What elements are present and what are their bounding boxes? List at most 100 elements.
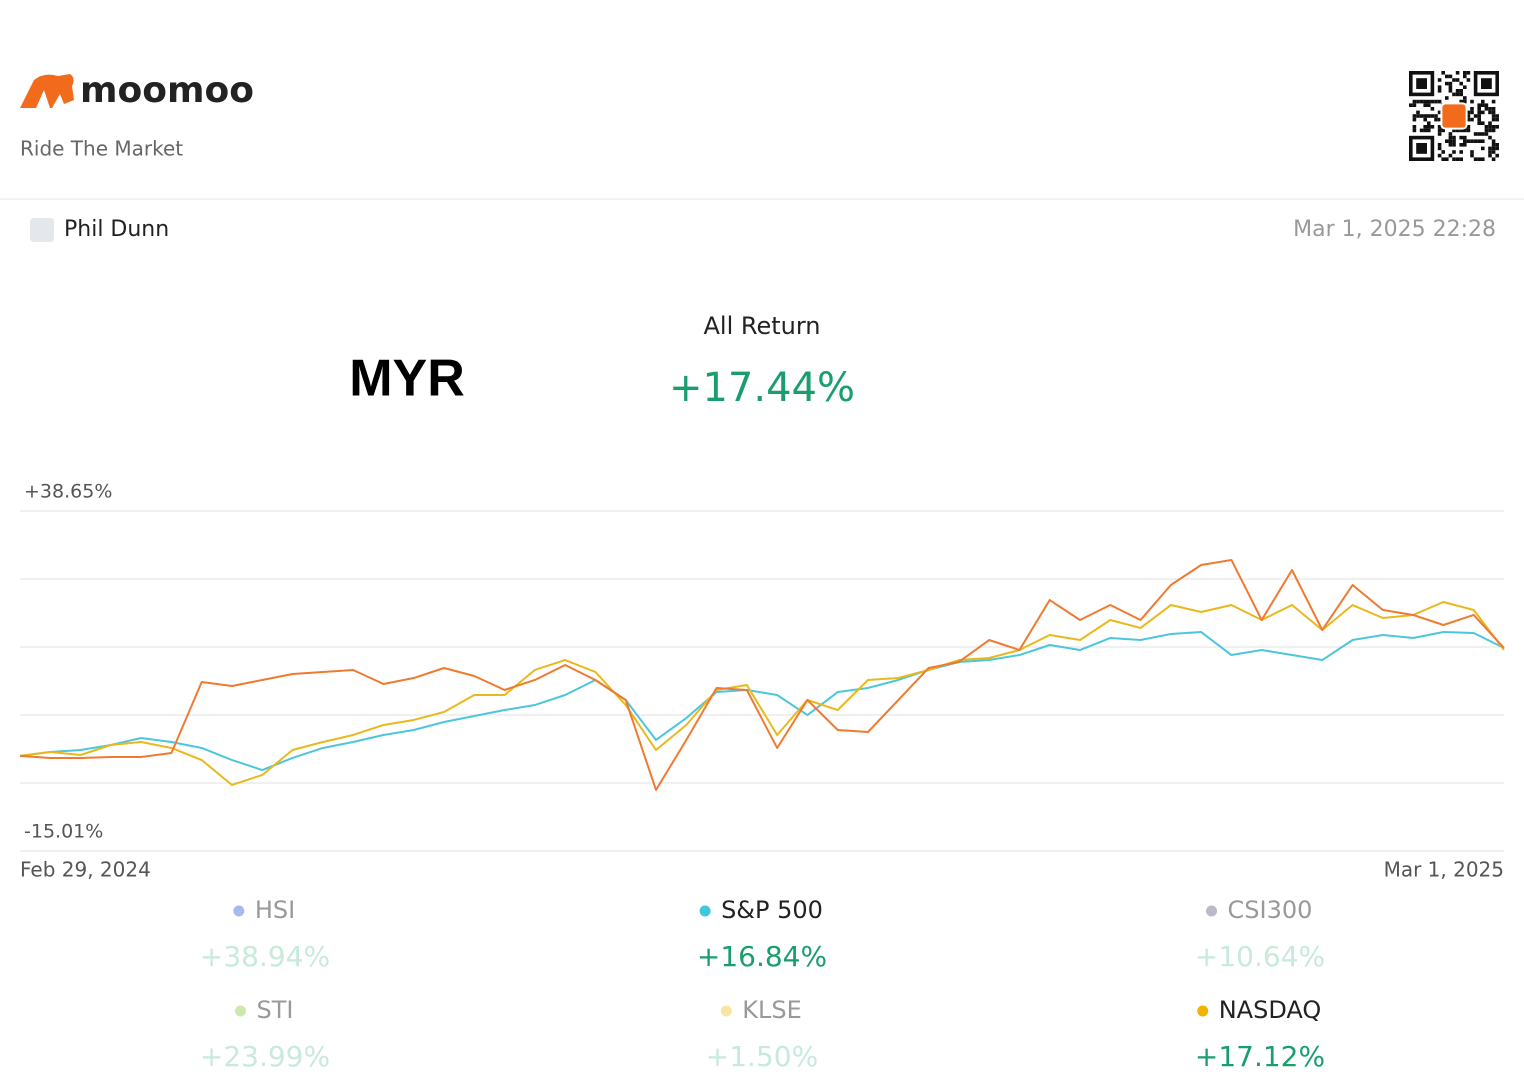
qr-cell: [1455, 92, 1460, 97]
qr-cell: [1488, 107, 1492, 111]
qr-logo: [1440, 102, 1468, 130]
qr-cell: [1445, 81, 1449, 86]
legend-dot: [1206, 905, 1218, 917]
qr-cell: [1448, 132, 1453, 136]
qr-cell: [1441, 71, 1445, 75]
qr-cell: [1491, 125, 1496, 129]
qr-cell: [1491, 107, 1496, 111]
logo-icon: [20, 74, 74, 108]
qr-cell: [1466, 110, 1471, 115]
qr-cell: [1491, 139, 1496, 143]
legend-dot: [720, 1005, 732, 1017]
qr-cell: [1491, 157, 1496, 161]
return-label: All Return: [703, 312, 820, 340]
qr-cell: [1437, 125, 1442, 129]
qr-cell: [1412, 103, 1417, 107]
qr-cell: [1427, 125, 1431, 129]
legend-return: +38.94%: [200, 940, 330, 973]
qr-cell: [1488, 125, 1492, 129]
qr-cell: [1412, 117, 1417, 122]
qr-cell: [1495, 146, 1499, 151]
qr-cell: [1427, 128, 1431, 133]
qr-cell: [1477, 117, 1481, 122]
y-tick-label: +38.65%: [24, 481, 112, 503]
qr-cell: [1463, 143, 1467, 147]
qr-cell: [1437, 85, 1442, 89]
qr-cell: [1470, 110, 1474, 115]
qr-cell: [1470, 99, 1474, 104]
qr-cell: [1445, 139, 1449, 143]
qr-cell: [1491, 143, 1496, 147]
qr-cell: [1488, 150, 1492, 154]
qr-cell: [1481, 139, 1485, 143]
qr-cell: [1466, 114, 1471, 118]
legend-dot: [233, 905, 245, 917]
currency: MYR: [349, 350, 465, 408]
legend-return: +23.99%: [200, 1040, 330, 1073]
qr-cell: [1437, 117, 1442, 122]
legend-return: +1.50%: [706, 1040, 818, 1073]
qr-cell: [1452, 128, 1456, 133]
timestamp: Mar 1, 2025 22:28: [1293, 217, 1496, 242]
qr-cell: [1470, 117, 1474, 122]
qr-cell: [1484, 125, 1489, 129]
qr-cell: [1459, 92, 1463, 97]
qr-cell: [1470, 139, 1474, 143]
qr-cell: [1491, 146, 1496, 151]
qr-cell: [1488, 121, 1492, 125]
legend-name: KLSE: [742, 996, 802, 1024]
qr-cell: [1437, 146, 1442, 151]
qr-cell: [1452, 92, 1456, 97]
qr-cell: [1455, 157, 1460, 161]
qr-cell: [1491, 110, 1496, 115]
qr-cell: [1491, 128, 1496, 133]
qr-cell: [1488, 153, 1492, 158]
qr-cell: [1470, 150, 1474, 154]
qr-cell: [1466, 139, 1471, 143]
legend-return: +16.84%: [697, 940, 827, 973]
legend-dot: [235, 1005, 247, 1017]
qr-cell: [1423, 128, 1427, 133]
qr-cell: [1495, 153, 1499, 158]
qr-cell: [1463, 96, 1467, 100]
qr-cell: [1477, 107, 1481, 111]
qr-cell: [1437, 99, 1442, 104]
qr-cell: [1459, 157, 1463, 161]
qr-cell: [1441, 157, 1445, 161]
qr-cell: [1455, 71, 1460, 75]
qr-cell: [1481, 121, 1485, 125]
legend-name: NASDAQ: [1219, 996, 1322, 1024]
qr-cell: [1459, 81, 1463, 86]
qr-cell: [1448, 139, 1453, 143]
qr-cell: [1484, 107, 1489, 111]
tagline: Ride The Market: [20, 137, 183, 161]
qr-cell: [1452, 157, 1456, 161]
x-tick-label: Feb 29, 2024: [20, 858, 151, 882]
qr-cell: [1452, 78, 1456, 82]
qr-cell: [1466, 78, 1471, 82]
qr-cell: [1427, 103, 1431, 107]
qr-cell: [1427, 121, 1431, 125]
user-name: Phil Dunn: [64, 217, 169, 242]
qr-cell: [1463, 135, 1467, 140]
qr-cell: [1459, 99, 1463, 104]
qr-cell: [1455, 128, 1460, 133]
qr-cell: [1409, 103, 1413, 107]
qr-cell: [1430, 125, 1435, 129]
qr-cell: [1491, 117, 1496, 122]
qr-cell: [1477, 114, 1481, 118]
qr-cell: [1455, 89, 1460, 93]
qr-cell: [1488, 135, 1492, 140]
qr-cell: [1488, 128, 1492, 133]
qr-cell: [1477, 103, 1481, 107]
qr-cell: [1419, 128, 1424, 133]
qr-cell: [1491, 150, 1496, 154]
qr-finder: [1409, 135, 1435, 162]
qr-cell: [1430, 107, 1435, 111]
legend-name: CSI300: [1228, 896, 1313, 924]
qr-cell: [1470, 153, 1474, 158]
qr-cell: [1488, 146, 1492, 151]
qr-cell: [1416, 114, 1420, 118]
qr-finder: [1473, 71, 1499, 97]
qr-cell: [1463, 74, 1467, 79]
